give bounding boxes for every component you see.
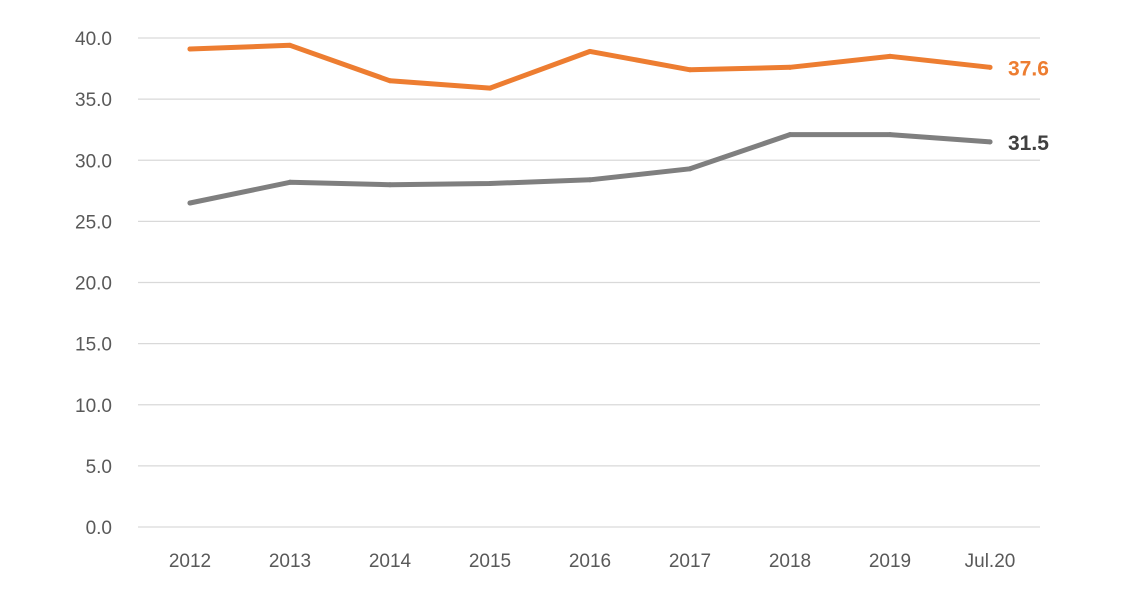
y-tick-label: 35.0 [75,90,112,111]
x-tick-label: 2016 [569,551,611,572]
x-tick-label: 2018 [769,551,811,572]
x-tick-label: Jul.20 [965,551,1016,572]
series-2-end-label: 31.5 [1008,132,1049,155]
x-tick-label: 2014 [369,551,412,572]
y-tick-label: 40.0 [75,29,112,50]
series-2-point [987,139,993,145]
series-1-point [487,85,493,91]
series-1-point [387,78,393,84]
series-2-point [187,200,193,206]
y-tick-label: 10.0 [75,396,112,417]
y-tick-label: 25.0 [75,212,112,233]
x-tick-label: 2013 [269,551,311,572]
series-2-point [887,132,893,138]
series-2-point [487,180,493,186]
series-1-point [587,48,593,54]
y-tick-label: 30.0 [75,151,112,172]
x-axis-tick-labels: 2012 2013 2014 2015 2016 2017 2018 2019 Jul.20 [169,551,1015,572]
series-lines [187,42,993,206]
series-2-point [287,179,293,185]
x-tick-label: 2017 [669,551,711,572]
end-value-labels: 37.6 31.5 [1008,57,1049,155]
series-1-point [787,64,793,70]
series-1-point [287,42,293,48]
x-tick-label: 2015 [469,551,511,572]
y-tick-label: 5.0 [86,457,112,478]
series-2-point [787,132,793,138]
y-tick-label: 20.0 [75,274,112,295]
series-2-point [387,182,393,188]
series-1-point [987,64,993,70]
y-tick-label: 0.0 [86,518,112,539]
series-1-point [887,53,893,59]
series-1-point [687,67,693,73]
x-tick-label: 2019 [869,551,911,572]
series-2-point [687,166,693,172]
series-2-point [587,177,593,183]
series-1-end-label: 37.6 [1008,57,1049,80]
y-axis-tick-labels: 0.0 5.0 10.0 15.0 20.0 25.0 30.0 35.0 40.0 [75,29,112,539]
series-1-point [187,46,193,52]
y-tick-label: 15.0 [75,335,112,356]
x-tick-label: 2012 [169,551,211,572]
gridlines [138,37,1040,528]
series-line-2 [187,132,993,206]
